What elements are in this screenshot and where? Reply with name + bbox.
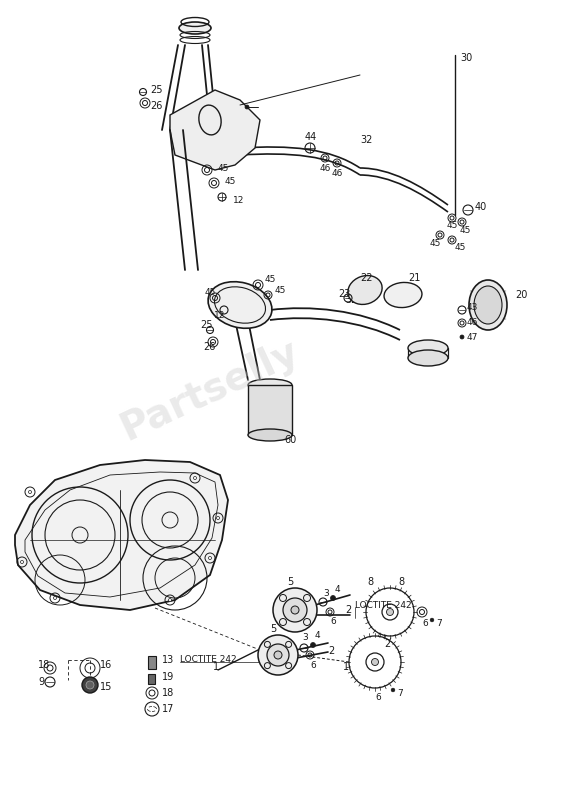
Text: 9: 9 — [38, 677, 44, 687]
Circle shape — [20, 561, 23, 563]
Circle shape — [86, 681, 94, 689]
Text: 45: 45 — [205, 287, 216, 297]
Text: 8: 8 — [398, 577, 404, 587]
Circle shape — [208, 557, 211, 559]
Text: 20: 20 — [515, 290, 527, 300]
Circle shape — [82, 677, 98, 693]
Text: Partselly: Partselly — [115, 332, 306, 448]
Text: 2: 2 — [345, 605, 351, 615]
Text: 3: 3 — [302, 634, 308, 642]
Text: 26: 26 — [203, 342, 215, 352]
Text: 5: 5 — [287, 577, 293, 587]
Text: 7: 7 — [436, 619, 442, 629]
Text: LOCTITE 242: LOCTITE 242 — [355, 600, 412, 610]
Circle shape — [28, 490, 31, 494]
Text: 7: 7 — [397, 690, 403, 698]
Text: 6: 6 — [330, 618, 336, 626]
Circle shape — [391, 688, 395, 692]
Polygon shape — [170, 90, 260, 170]
Text: 23: 23 — [338, 289, 350, 299]
Circle shape — [386, 608, 394, 615]
Text: 44: 44 — [305, 132, 318, 142]
Text: 12: 12 — [233, 195, 244, 205]
Text: 19: 19 — [162, 672, 174, 682]
Text: LOCTITE 242: LOCTITE 242 — [180, 656, 237, 664]
Text: 45: 45 — [447, 221, 458, 229]
Circle shape — [53, 596, 56, 600]
Text: 46: 46 — [320, 164, 331, 172]
Text: 13: 13 — [162, 655, 174, 665]
Text: 45: 45 — [430, 239, 441, 248]
Text: 26: 26 — [150, 101, 162, 111]
Text: 32: 32 — [345, 295, 357, 305]
Circle shape — [460, 335, 464, 339]
Bar — [148, 674, 155, 684]
Text: 16: 16 — [100, 660, 112, 670]
Circle shape — [291, 606, 299, 614]
Ellipse shape — [474, 286, 502, 324]
Circle shape — [267, 644, 289, 666]
Text: 25: 25 — [150, 85, 162, 95]
Text: 40: 40 — [475, 202, 487, 212]
Circle shape — [273, 588, 317, 632]
Ellipse shape — [248, 429, 292, 441]
Circle shape — [331, 596, 336, 600]
Text: 45: 45 — [225, 176, 236, 186]
Circle shape — [274, 651, 282, 659]
Circle shape — [283, 598, 307, 622]
Text: 47: 47 — [467, 332, 478, 342]
Circle shape — [216, 517, 219, 520]
Circle shape — [194, 476, 197, 479]
Text: 1: 1 — [343, 662, 349, 672]
Text: 2: 2 — [328, 646, 334, 656]
Ellipse shape — [408, 340, 448, 356]
Ellipse shape — [408, 350, 448, 366]
Text: 21: 21 — [408, 273, 420, 283]
Polygon shape — [15, 460, 228, 610]
Text: 8: 8 — [367, 577, 373, 587]
Text: 1: 1 — [213, 662, 219, 672]
Text: 2: 2 — [384, 639, 390, 649]
Text: 60: 60 — [284, 435, 296, 445]
Text: 22: 22 — [360, 273, 373, 283]
Circle shape — [245, 105, 249, 109]
Text: 17: 17 — [162, 704, 174, 714]
Text: 45: 45 — [455, 243, 466, 252]
Text: 6: 6 — [375, 692, 381, 702]
Text: 3: 3 — [323, 589, 329, 597]
Ellipse shape — [248, 379, 292, 391]
Text: 25: 25 — [200, 320, 212, 330]
Text: 45: 45 — [460, 225, 471, 234]
Circle shape — [430, 619, 434, 622]
Bar — [248, 385, 292, 435]
Text: 15: 15 — [100, 682, 112, 692]
Text: 45: 45 — [218, 164, 229, 172]
Text: 6: 6 — [422, 619, 428, 629]
Text: 5: 5 — [270, 624, 276, 634]
Text: 46: 46 — [332, 168, 344, 177]
Text: 43: 43 — [467, 302, 478, 312]
Text: 18: 18 — [38, 660, 50, 670]
Text: 32: 32 — [360, 135, 373, 145]
Circle shape — [311, 642, 315, 648]
Ellipse shape — [208, 282, 272, 328]
Text: 12: 12 — [214, 311, 225, 320]
Ellipse shape — [469, 280, 507, 330]
Bar — [148, 656, 156, 669]
Text: 46: 46 — [467, 317, 478, 327]
Text: 30: 30 — [460, 53, 472, 63]
Text: 4: 4 — [315, 631, 320, 641]
Ellipse shape — [384, 282, 422, 308]
Text: 6: 6 — [310, 660, 316, 669]
Text: 18: 18 — [162, 688, 174, 698]
Text: 4: 4 — [335, 585, 341, 595]
Ellipse shape — [179, 22, 211, 34]
Circle shape — [258, 635, 298, 675]
Ellipse shape — [348, 275, 382, 305]
Text: 45: 45 — [265, 274, 277, 283]
Circle shape — [169, 599, 172, 601]
Circle shape — [371, 658, 378, 665]
Text: 45: 45 — [275, 286, 286, 294]
